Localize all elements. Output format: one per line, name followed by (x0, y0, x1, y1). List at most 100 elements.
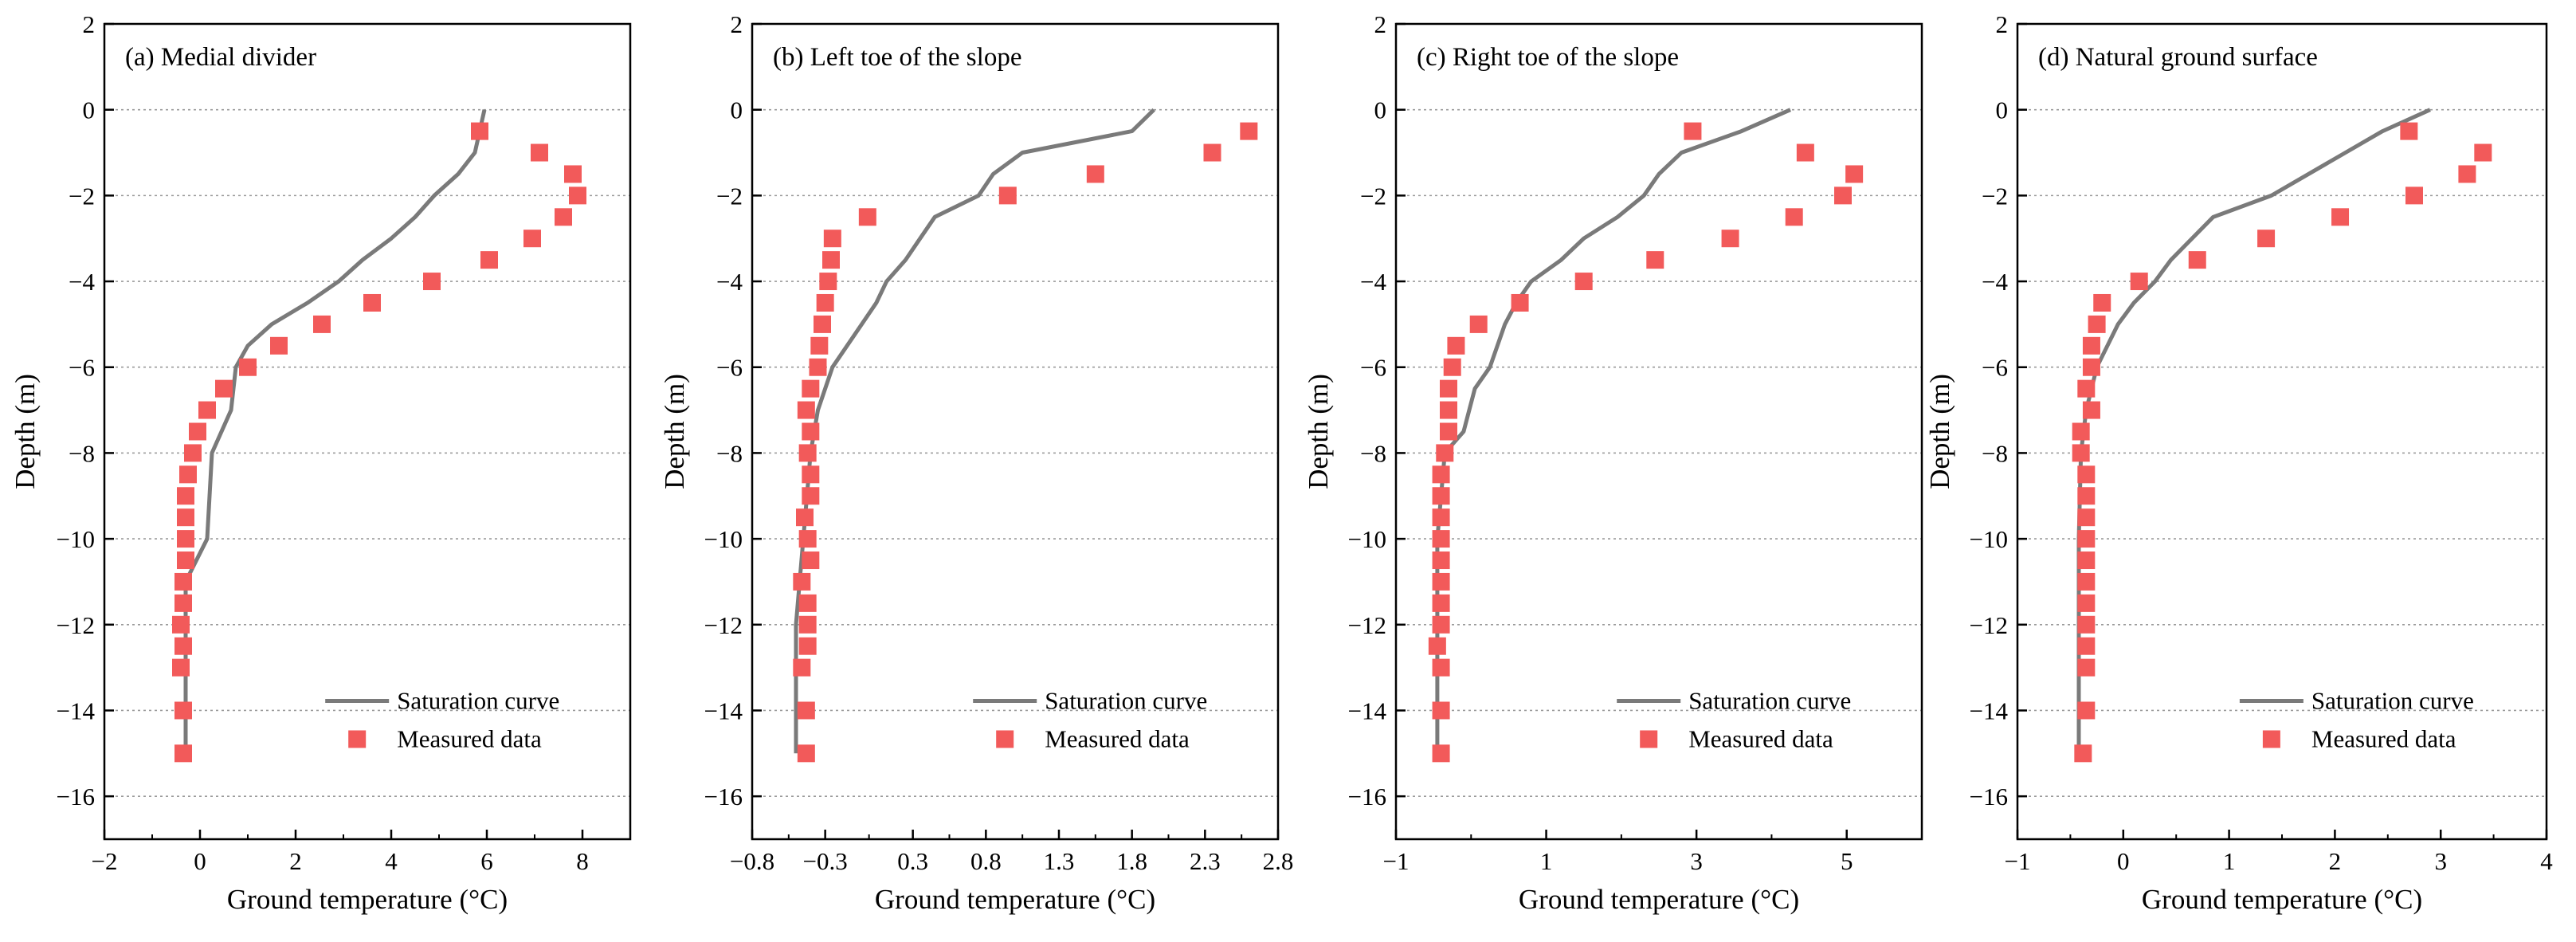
measured-data-point (174, 701, 192, 720)
x-tick-label: 0.8 (970, 847, 1002, 875)
measured-data-point (2093, 293, 2111, 312)
measured-data-point (198, 401, 216, 419)
y-tick-label: −10 (1970, 525, 2008, 553)
measured-data-point (2077, 701, 2096, 720)
measured-data-point (2257, 230, 2276, 248)
measured-data-point (1240, 122, 1258, 140)
measured-data-point (858, 208, 876, 226)
panel-title: (b) Left toe of the slope (773, 43, 1021, 72)
measured-data-point (1796, 143, 1814, 162)
legend-label-saturation: Saturation curve (1688, 686, 1851, 714)
measured-data-point (793, 572, 811, 591)
chart-panel-2: 2 0 −2 −4 −6 −8 −10 −12 −14 −16 −0.8 −0.3 0.3 0.8 1.3 1… (659, 10, 1293, 915)
measured-data-point (1432, 487, 1450, 505)
measured-data-point (480, 251, 498, 269)
x-tick-label: 0 (2117, 847, 2130, 875)
chart-panel-3: 2 0 −2 −4 −6 −8 −10 −12 −14 −16 −1 1 3 5 Ground temper… (1303, 10, 1923, 915)
measured-data-point (174, 637, 192, 655)
measured-data-point (174, 744, 192, 763)
y-tick-label: 0 (83, 96, 96, 124)
y-tick-label: 0 (1374, 96, 1387, 124)
x-tick-label: 2.8 (1263, 847, 1294, 875)
measured-data-point (172, 615, 190, 634)
measured-data-point (1845, 165, 1864, 183)
measured-data-point (569, 186, 586, 205)
y-axis-title: Depth (m) (1303, 374, 1334, 489)
y-tick-label: −4 (1360, 268, 1386, 296)
legend-label-saturation: Saturation curve (397, 686, 559, 714)
measured-data-point (823, 230, 841, 248)
measured-data-point (531, 143, 548, 162)
x-axis-title: Ground temperature (°C) (1519, 884, 1799, 915)
measured-data-point (1432, 615, 1450, 634)
x-tick-label: −2 (92, 847, 118, 875)
measured-data-point (1646, 251, 1664, 269)
y-tick-label: −16 (704, 783, 743, 811)
measured-data-point (1432, 508, 1450, 527)
x-tick-label: 2 (289, 847, 302, 875)
y-tick-label: 2 (83, 10, 96, 38)
measured-data-point (2082, 401, 2100, 419)
measured-data-point (1469, 315, 1488, 333)
measured-data-point (189, 422, 206, 441)
measured-data-point (2077, 572, 2096, 591)
measured-data-point (798, 637, 817, 655)
measured-data-point (2077, 465, 2096, 484)
measured-data-point (1432, 530, 1450, 548)
x-axis-title: Ground temperature (°C) (227, 884, 508, 915)
panel-title: (c) Right toe of the slope (1417, 43, 1679, 72)
measured-data-point (2077, 530, 2096, 548)
measured-data-point (802, 465, 820, 484)
measured-data-point (798, 594, 817, 612)
x-axis-title: Ground temperature (°C) (2142, 884, 2422, 915)
measured-data-point (174, 594, 192, 612)
y-tick-label: −12 (1970, 611, 2008, 639)
saturation-curve-line (794, 108, 1155, 754)
x-tick-label: 0.3 (897, 847, 928, 875)
measured-data-point (179, 465, 197, 484)
legend-label-measured: Measured data (1688, 724, 1833, 752)
measured-data-point (239, 358, 257, 376)
measured-data-point (1440, 379, 1457, 398)
measured-data-point (802, 422, 820, 441)
measured-data-point (2082, 358, 2100, 376)
measured-data-point (2074, 744, 2092, 763)
measured-data-point (1574, 273, 1593, 291)
measured-data-point (1432, 594, 1450, 612)
x-tick-label: 1.3 (1044, 847, 1075, 875)
x-tick-label: 1 (1540, 847, 1553, 875)
x-tick-label: 3 (2434, 847, 2447, 875)
saturation-curve-line (183, 109, 487, 754)
measured-data-point (1203, 143, 1221, 162)
measured-data-point (215, 379, 233, 398)
x-tick-label: 1.8 (1116, 847, 1147, 875)
measured-data-point (1721, 230, 1739, 248)
measured-data-point (802, 379, 820, 398)
measured-data-point (1428, 637, 1446, 655)
measured-data-point (2331, 208, 2350, 226)
legend-label-measured: Measured data (1045, 724, 1190, 752)
x-tick-label: 4 (385, 847, 398, 875)
y-axis-title: Depth (m) (659, 374, 690, 489)
measured-data-point (2072, 444, 2090, 462)
plot-frame (103, 22, 632, 841)
measured-data-point (184, 444, 202, 462)
measured-data-point (2082, 336, 2100, 355)
measured-data-point (174, 572, 192, 591)
measured-data-point (2400, 122, 2418, 140)
legend-marker-swatch (2262, 730, 2280, 748)
legend-label-saturation: Saturation curve (2311, 686, 2474, 714)
y-axis-title: Depth (m) (10, 374, 41, 489)
x-tick-label: 4 (2540, 847, 2553, 875)
y-tick-label: −10 (704, 525, 743, 553)
y-tick-label: −8 (716, 439, 743, 467)
measured-data-point (2072, 422, 2090, 441)
legend-marker-swatch (1640, 730, 1658, 748)
measured-data-point (810, 336, 829, 355)
measured-data-point (1443, 358, 1461, 376)
measured-data-point (270, 336, 288, 355)
measured-data-point (1684, 122, 1702, 140)
y-tick-label: −2 (1982, 182, 2008, 210)
measured-data-point (2077, 658, 2096, 677)
y-tick-label: −12 (1348, 611, 1386, 639)
